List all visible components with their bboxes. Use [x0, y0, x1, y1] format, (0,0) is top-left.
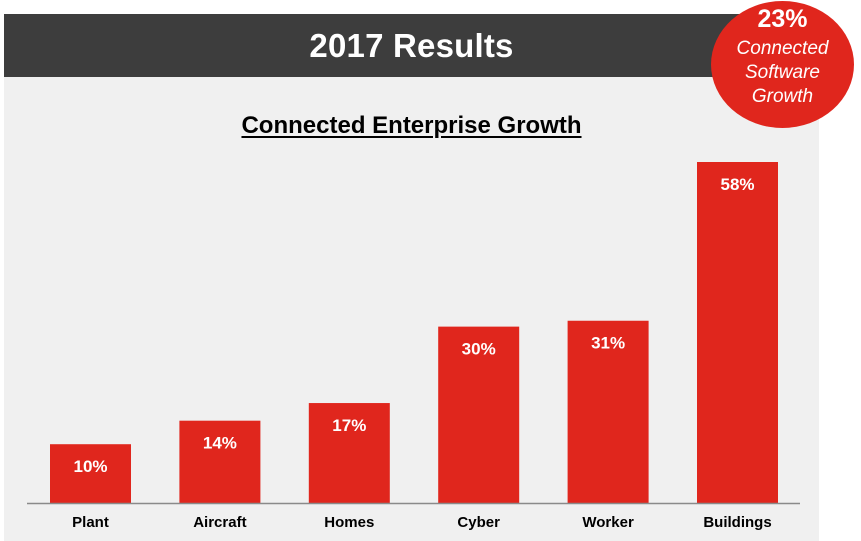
x-tick-label-aircraft: Aircraft	[193, 514, 246, 531]
badge-label: Connected Software Growth	[736, 38, 829, 107]
header-bar: 2017 Results	[4, 14, 819, 77]
bar-cyber	[438, 326, 520, 503]
bar-worker	[567, 320, 649, 503]
x-tick-label-cyber: Cyber	[457, 514, 500, 531]
x-tick-label-homes: Homes	[324, 514, 374, 531]
data-label-aircraft: 14%	[203, 434, 237, 453]
bar-buildings	[697, 162, 778, 503]
bar-homes	[308, 403, 390, 503]
growth-badge: 23% Connected Software Growth	[711, 1, 854, 128]
data-label-plant: 10%	[73, 457, 107, 476]
data-label-worker: 31%	[591, 334, 625, 353]
x-tick-label-worker: Worker	[582, 514, 634, 531]
page-title: 2017 Results	[309, 27, 514, 64]
chart-panel	[4, 14, 819, 541]
badge-value: 23%	[757, 5, 808, 33]
chart-title: Connected Enterprise Growth	[241, 112, 582, 139]
x-tick-label-buildings: Buildings	[703, 514, 771, 531]
x-tick-label-plant: Plant	[72, 514, 109, 531]
data-label-cyber: 30%	[462, 340, 496, 359]
bar-aircraft	[179, 420, 261, 503]
bar-plant	[50, 444, 131, 503]
data-label-homes: 17%	[332, 416, 366, 435]
data-label-buildings: 58%	[720, 175, 754, 194]
